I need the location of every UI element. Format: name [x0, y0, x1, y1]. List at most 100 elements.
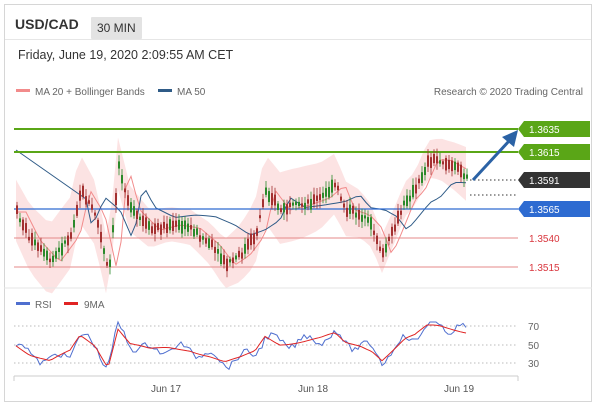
candle-body	[349, 204, 351, 214]
candle-body	[139, 216, 141, 221]
candle-body	[409, 195, 411, 202]
candle-body	[247, 238, 249, 250]
candle-body	[67, 235, 69, 246]
ma20-legend-swatch	[16, 89, 30, 92]
candle-body	[316, 195, 318, 202]
candle-body	[154, 223, 156, 234]
candle-body	[325, 188, 327, 197]
candle-body	[415, 184, 417, 194]
rsi-legend-label: RSI	[35, 300, 52, 311]
credit-label: Research © 2020 Trading Central	[434, 87, 583, 98]
candle-body	[115, 193, 117, 206]
candle-body	[232, 257, 234, 264]
candle-body	[430, 157, 432, 168]
candle-body	[343, 203, 345, 208]
symbol-label: USD/CAD	[15, 16, 79, 32]
candle-body	[403, 200, 405, 206]
candle-body	[250, 233, 252, 246]
candle-body	[64, 240, 66, 244]
candle-body	[178, 219, 180, 230]
candle-body	[61, 243, 63, 256]
candle-body	[157, 223, 159, 231]
rsi-legend-swatch	[16, 302, 30, 305]
candle-body	[217, 249, 219, 254]
candle-body	[400, 210, 402, 215]
rsi-tick-30: 30	[528, 359, 540, 370]
candle-body	[295, 201, 297, 205]
candle-body	[190, 225, 192, 230]
x-label-jun17: Jun 17	[151, 384, 181, 395]
candle-body	[91, 204, 93, 210]
candle-body	[52, 255, 54, 263]
candle-body	[283, 203, 285, 213]
ma50-line	[15, 149, 467, 237]
candle-body	[25, 223, 27, 233]
candle-body	[268, 191, 270, 203]
candle-body	[307, 199, 309, 204]
candle-body	[394, 224, 396, 232]
current-price-value: 1.3591	[529, 176, 560, 187]
candle-body	[451, 160, 453, 172]
candle-body	[304, 202, 306, 209]
candle-body	[277, 203, 279, 211]
candle-body	[310, 198, 312, 210]
candle-body	[127, 195, 129, 206]
candle-body	[358, 209, 360, 220]
timeframe-badge[interactable]: 30 MIN	[91, 17, 142, 39]
current-price-badge: 1.3591	[518, 172, 590, 188]
candle-body	[424, 166, 426, 176]
candle-body	[193, 228, 195, 237]
candle-body	[319, 194, 321, 201]
support-2-value: 1.3515	[529, 263, 560, 274]
candle-body	[463, 173, 465, 180]
candle-body	[340, 196, 342, 201]
candle-body	[313, 194, 315, 205]
candle-body	[145, 217, 147, 229]
candle-body	[226, 258, 228, 272]
candle-body	[322, 192, 324, 198]
candle-body	[244, 243, 246, 254]
chart-widget: USD/CAD 30 MIN Friday, June 19, 2020 2:0…	[4, 4, 592, 402]
candle-body	[337, 185, 339, 191]
resistance-1-value: 1.3615	[529, 148, 560, 159]
candle-body	[94, 212, 96, 216]
candle-body	[388, 236, 390, 242]
candle-body	[355, 212, 357, 218]
candle-body	[43, 248, 45, 257]
candle-body	[34, 239, 36, 246]
candle-body	[97, 219, 99, 228]
candle-body	[16, 205, 18, 214]
candle-body	[151, 226, 153, 234]
candle-body	[406, 195, 408, 207]
candle-body	[346, 207, 348, 217]
candle-body	[364, 215, 366, 219]
candle-body	[181, 220, 183, 234]
candle-body	[238, 250, 240, 258]
candle-body	[382, 248, 384, 258]
candle-body	[19, 218, 21, 223]
candle-body	[292, 202, 294, 206]
candle-body	[220, 253, 222, 265]
candle-body	[199, 235, 201, 242]
candlesticks	[16, 148, 468, 278]
candle-body	[259, 215, 261, 219]
candle-body	[160, 224, 162, 235]
candle-body	[301, 203, 303, 207]
moving-averages	[15, 149, 467, 266]
candle-body	[433, 153, 435, 164]
rsi-lines	[15, 320, 467, 371]
candle-body	[133, 206, 135, 216]
candle-body	[76, 204, 78, 216]
candle-body	[103, 248, 105, 254]
candle-body	[460, 164, 462, 178]
candle-body	[205, 238, 207, 244]
candle-body	[274, 194, 276, 206]
forecast-arrow-head	[502, 130, 518, 147]
candle-body	[121, 174, 123, 184]
candle-body	[100, 231, 102, 243]
rsi-tick-70: 70	[528, 322, 540, 333]
candle-body	[421, 172, 423, 183]
candle-body	[241, 252, 243, 259]
resistance-2-badge: 1.3635	[518, 121, 590, 137]
